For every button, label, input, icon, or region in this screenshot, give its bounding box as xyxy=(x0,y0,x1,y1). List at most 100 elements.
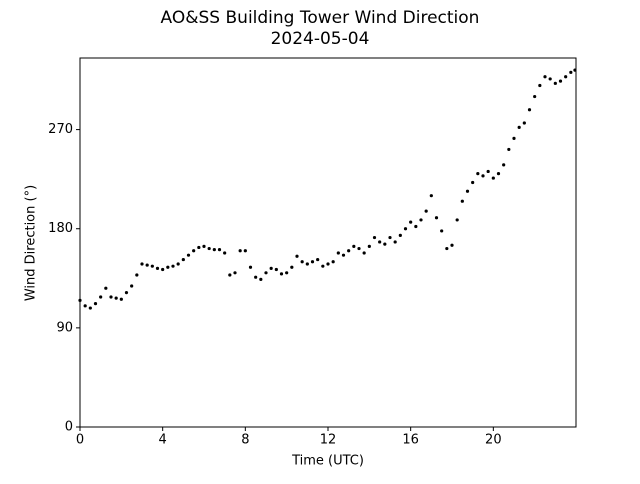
data-point xyxy=(186,253,191,257)
data-point xyxy=(135,273,139,277)
data-point xyxy=(254,275,258,279)
data-point xyxy=(512,136,516,141)
data-point xyxy=(564,75,568,79)
data-point xyxy=(238,249,242,253)
data-point xyxy=(331,260,335,264)
data-point xyxy=(414,224,418,229)
data-point xyxy=(357,246,361,251)
data-point xyxy=(130,284,134,288)
data-point xyxy=(161,267,165,272)
data-point xyxy=(558,79,563,83)
x-tick-label: 0 xyxy=(76,433,84,448)
data-point xyxy=(300,260,304,264)
data-point xyxy=(192,249,196,253)
data-point xyxy=(155,266,160,270)
data-point xyxy=(336,251,340,255)
data-point xyxy=(434,216,439,220)
data-point xyxy=(465,189,470,193)
data-point xyxy=(93,302,98,306)
data-point xyxy=(341,253,346,257)
data-point xyxy=(140,262,144,266)
data-point xyxy=(573,68,577,72)
data-point xyxy=(150,264,154,268)
data-point xyxy=(383,242,387,246)
data-point xyxy=(471,180,475,185)
data-point xyxy=(522,121,526,125)
data-point xyxy=(445,246,449,251)
data-point xyxy=(264,271,268,275)
data-point xyxy=(409,220,413,224)
data-point xyxy=(378,240,382,244)
x-tick-label: 20 xyxy=(485,433,502,448)
data-point xyxy=(538,83,542,88)
data-point xyxy=(347,249,351,253)
data-point xyxy=(321,264,325,268)
data-point xyxy=(207,246,211,251)
data-point xyxy=(145,263,149,267)
data-point xyxy=(233,271,237,275)
data-point xyxy=(419,218,423,222)
data-point xyxy=(440,229,444,233)
data-point xyxy=(553,81,557,85)
data-point xyxy=(455,218,459,222)
x-axis-label: Time (UTC) xyxy=(291,454,364,469)
data-point xyxy=(367,244,371,248)
data-point xyxy=(491,176,495,180)
data-point xyxy=(181,257,185,262)
data-point xyxy=(269,266,273,270)
data-point xyxy=(450,243,454,247)
data-point xyxy=(502,163,506,167)
data-point xyxy=(83,304,87,308)
y-tick-label: 270 xyxy=(48,122,73,137)
data-point xyxy=(88,306,92,310)
data-point xyxy=(124,291,129,295)
data-point xyxy=(569,70,573,74)
data-point xyxy=(372,235,377,240)
data-point xyxy=(517,125,521,129)
data-point xyxy=(295,254,299,258)
x-tick-label: 12 xyxy=(320,433,337,448)
data-point xyxy=(481,174,485,178)
data-point xyxy=(114,296,118,300)
x-tick-label: 16 xyxy=(402,433,419,448)
data-point xyxy=(527,108,532,112)
data-point xyxy=(197,245,201,250)
data-point xyxy=(486,169,490,174)
data-point xyxy=(228,273,232,277)
data-point xyxy=(217,248,222,252)
data-point xyxy=(398,233,402,237)
data-point xyxy=(78,298,82,302)
data-point xyxy=(429,194,433,198)
y-tick-label: 180 xyxy=(48,221,73,236)
data-point xyxy=(476,172,480,176)
data-point xyxy=(259,277,263,281)
data-point xyxy=(352,244,356,248)
x-tick-label: 8 xyxy=(241,433,249,448)
data-point xyxy=(274,267,278,272)
data-point xyxy=(279,272,284,276)
data-point xyxy=(424,209,428,213)
data-point xyxy=(223,251,227,255)
data-point xyxy=(109,295,113,299)
data-point xyxy=(285,271,289,275)
chart-title: AO&SS Building Tower Wind Direction xyxy=(161,8,480,28)
data-point xyxy=(176,262,180,266)
data-point xyxy=(119,297,123,301)
data-point xyxy=(248,265,253,269)
data-point xyxy=(202,244,206,248)
x-tick-label: 4 xyxy=(159,433,167,448)
data-point xyxy=(393,240,397,244)
data-point xyxy=(104,286,108,290)
plot-frame xyxy=(79,57,577,428)
data-point xyxy=(543,75,547,79)
y-tick-label: 90 xyxy=(56,320,73,335)
data-point xyxy=(212,248,216,252)
data-point xyxy=(310,260,315,264)
data-point xyxy=(326,262,330,266)
data-point xyxy=(99,295,103,299)
data-point xyxy=(533,94,537,99)
data-point xyxy=(460,199,464,203)
data-point xyxy=(166,265,170,269)
data-point xyxy=(305,262,309,266)
